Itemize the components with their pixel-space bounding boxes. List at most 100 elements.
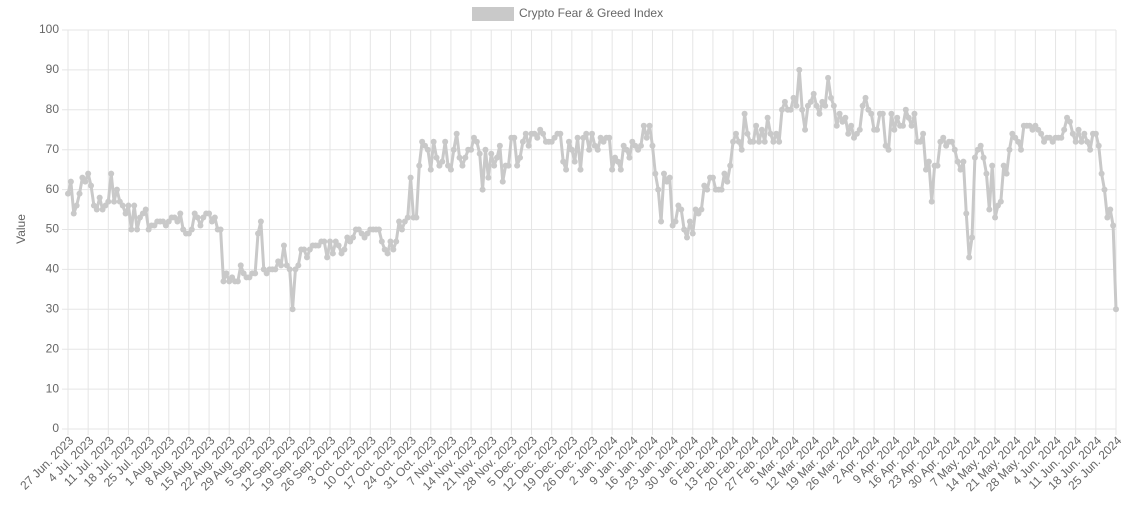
data-point <box>517 154 524 161</box>
data-point <box>1084 138 1091 145</box>
data-point <box>450 146 457 153</box>
data-point <box>655 186 662 193</box>
data-point <box>816 110 823 117</box>
data-point <box>375 226 382 233</box>
data-point <box>295 262 302 269</box>
data-point <box>609 166 616 173</box>
data-point <box>571 158 578 165</box>
data-point <box>594 146 601 153</box>
data-point <box>802 126 809 133</box>
data-point <box>1072 138 1079 145</box>
data-point <box>589 130 595 137</box>
data-point <box>488 150 495 157</box>
data-point <box>911 110 918 117</box>
data-point <box>825 74 832 81</box>
data-point <box>807 98 814 105</box>
data-point <box>430 138 437 145</box>
data-point <box>966 254 973 261</box>
data-point <box>617 166 624 173</box>
data-point <box>672 218 679 225</box>
data-point <box>770 138 777 145</box>
data-point <box>255 230 262 237</box>
data-point <box>289 306 296 313</box>
data-point <box>482 146 489 153</box>
data-point <box>70 210 77 217</box>
data-point <box>1092 130 1099 137</box>
data-point <box>1017 146 1024 153</box>
data-point <box>951 146 958 153</box>
data-point <box>1066 118 1073 125</box>
data-point <box>442 138 449 145</box>
y-tick-label: 60 <box>46 182 60 196</box>
data-point <box>666 174 673 181</box>
data-point <box>606 134 613 141</box>
data-point <box>177 210 184 217</box>
data-point <box>519 138 526 145</box>
data-point <box>992 214 999 221</box>
data-point <box>327 238 333 245</box>
y-tick-label: 100 <box>39 22 59 36</box>
data-point <box>105 198 112 205</box>
data-point <box>957 166 964 173</box>
data-point <box>341 246 348 253</box>
data-point <box>686 218 693 225</box>
data-point <box>730 138 737 145</box>
data-point <box>980 154 987 161</box>
data-point <box>390 246 397 253</box>
data-point <box>845 130 852 137</box>
data-point <box>560 158 567 165</box>
data-point <box>134 226 141 233</box>
data-point <box>1104 214 1111 221</box>
data-point <box>197 222 204 229</box>
data-point <box>646 122 653 129</box>
data-point <box>393 238 400 245</box>
data-point <box>969 234 976 241</box>
data-point <box>744 130 751 137</box>
data-point <box>1069 130 1076 137</box>
data-point <box>424 146 431 153</box>
data-point <box>206 210 213 217</box>
data-point <box>1038 130 1045 137</box>
data-point <box>479 186 486 193</box>
data-point <box>684 234 691 241</box>
data-point <box>1075 126 1082 133</box>
data-point <box>142 206 149 213</box>
data-point <box>280 242 287 249</box>
data-point <box>476 150 483 157</box>
y-tick-label: 80 <box>46 102 60 116</box>
data-point <box>301 246 308 253</box>
data-point <box>678 206 685 213</box>
data-point <box>329 250 336 257</box>
data-point <box>96 194 103 201</box>
data-point <box>462 154 469 161</box>
data-point <box>404 214 411 221</box>
data-point <box>753 122 760 129</box>
data-point <box>499 178 506 185</box>
data-point <box>954 158 961 165</box>
data-point <box>652 170 659 177</box>
data-point <box>586 146 593 153</box>
data-point <box>658 218 665 225</box>
legend-swatch <box>472 7 514 21</box>
data-point <box>767 130 774 137</box>
data-point <box>217 226 224 233</box>
data-point <box>493 154 500 161</box>
data-point <box>764 114 771 121</box>
data-point <box>111 198 118 205</box>
data-point <box>534 134 541 141</box>
data-point <box>842 114 849 121</box>
data-point <box>223 270 230 277</box>
data-point <box>1000 162 1007 169</box>
data-point <box>211 214 218 221</box>
data-point <box>738 146 745 153</box>
data-point <box>119 202 126 209</box>
data-point <box>122 210 129 217</box>
data-point <box>577 166 584 173</box>
data-point <box>721 170 728 177</box>
y-tick-label: 0 <box>52 421 59 435</box>
data-point <box>82 178 89 185</box>
data-point <box>761 138 768 145</box>
y-tick-label: 10 <box>46 381 60 395</box>
data-point <box>496 142 503 149</box>
data-point <box>1095 142 1102 149</box>
